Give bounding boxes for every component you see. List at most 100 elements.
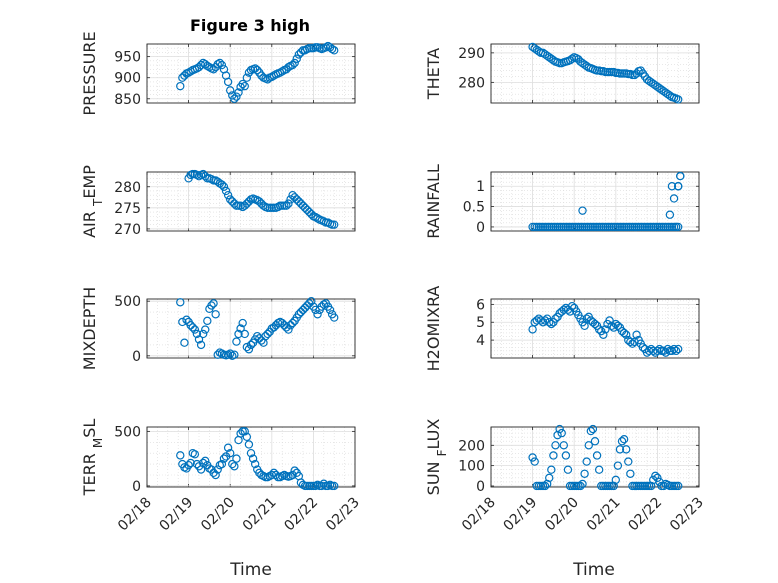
data-point xyxy=(540,316,550,325)
data-point xyxy=(180,71,189,80)
data-point xyxy=(178,73,187,82)
panel-pressure: 850 900 950 PRESSURE xyxy=(80,31,356,116)
data-point xyxy=(311,305,320,315)
axes-box xyxy=(490,43,700,104)
axes-box xyxy=(490,426,700,488)
data-point xyxy=(290,193,299,202)
x-tick-label: 02/21 xyxy=(584,495,624,535)
y-tick-label: 0 xyxy=(132,349,141,365)
data-point xyxy=(238,79,247,89)
data-point xyxy=(551,441,560,450)
data-point xyxy=(578,206,587,215)
data-point xyxy=(250,64,260,73)
data-point xyxy=(321,43,331,52)
data-point xyxy=(201,60,210,69)
y-tick-label: 4 xyxy=(476,333,485,349)
data-point xyxy=(528,42,537,52)
x-tick-label: 02/20 xyxy=(198,495,238,535)
data-point xyxy=(653,473,662,483)
data-point xyxy=(203,61,212,71)
y-tick-label: 290 xyxy=(458,46,485,62)
data-point xyxy=(198,169,208,179)
data-point xyxy=(582,457,591,466)
data-point xyxy=(223,443,233,452)
data-point xyxy=(225,86,235,95)
data-point xyxy=(286,195,295,204)
y-axis-label: THETA xyxy=(424,48,443,100)
data-point xyxy=(330,220,339,229)
data-point xyxy=(655,344,664,354)
data-point xyxy=(567,301,577,311)
data-point xyxy=(669,194,679,203)
data-point xyxy=(619,328,629,338)
data-point xyxy=(261,331,270,341)
data-point xyxy=(651,471,660,481)
data-point xyxy=(192,329,202,339)
data-point xyxy=(590,319,600,329)
data-point xyxy=(196,340,206,350)
data-point xyxy=(273,202,283,212)
data-point xyxy=(288,190,297,200)
data-point xyxy=(330,46,339,55)
data-point xyxy=(278,318,287,328)
data-point xyxy=(292,54,301,63)
data-point xyxy=(632,69,641,78)
data-point xyxy=(646,78,656,87)
x-axis-label-right: Time xyxy=(572,560,615,580)
data-point xyxy=(234,88,243,97)
data-point xyxy=(275,68,285,77)
data-point xyxy=(563,465,573,474)
data-point xyxy=(225,349,235,358)
data-point xyxy=(317,481,326,491)
data-point xyxy=(225,448,235,458)
data-point xyxy=(186,321,195,330)
axes-box xyxy=(146,298,356,359)
data-point xyxy=(246,340,256,350)
x-tick-label: 02/22 xyxy=(625,495,665,535)
data-point xyxy=(198,458,208,468)
data-point xyxy=(667,182,677,191)
data-point xyxy=(528,453,537,462)
data-point xyxy=(198,58,208,68)
data-point xyxy=(626,469,635,478)
data-point xyxy=(578,479,587,489)
data-point xyxy=(649,79,658,89)
data-point xyxy=(588,424,598,434)
x-tick-labels-right: 02/18 02/19 02/20 02/21 02/22 02/23 xyxy=(459,495,707,535)
y-axis-label: SUN FLUX xyxy=(424,419,449,496)
data-point xyxy=(228,197,237,206)
data-point xyxy=(248,454,258,463)
data-point xyxy=(644,76,654,86)
data-point xyxy=(213,350,222,359)
y-tick-label: 275 xyxy=(114,201,141,217)
figure-title: Figure 3 high xyxy=(190,16,310,35)
data-point xyxy=(674,344,683,354)
data-point xyxy=(669,344,679,354)
data-point xyxy=(557,428,566,438)
data-point xyxy=(638,343,648,352)
data-point xyxy=(549,451,558,460)
data-point xyxy=(300,303,310,312)
x-tick-label: 02/18 xyxy=(459,495,499,535)
data-point xyxy=(622,330,631,339)
y-axis-label: RAINFALL xyxy=(424,164,443,239)
data-point xyxy=(282,201,291,210)
data-point xyxy=(244,345,254,354)
data-point xyxy=(198,329,208,339)
data-point xyxy=(601,325,610,334)
data-point xyxy=(296,307,306,317)
y-tick-label: 500 xyxy=(114,294,141,310)
y-tick-label: 0.5 xyxy=(463,200,485,216)
data-point xyxy=(219,454,229,463)
data-point xyxy=(311,212,320,222)
data-point xyxy=(330,313,339,322)
data-point xyxy=(538,48,548,58)
data-point xyxy=(190,450,200,459)
data-point xyxy=(209,65,218,74)
data-point xyxy=(194,172,204,181)
data-point xyxy=(263,75,272,84)
panel-mixdepth: 0 500 MIXDEPTH xyxy=(80,287,356,370)
y-tick-label: 100 xyxy=(458,459,485,475)
data-point xyxy=(257,71,266,80)
data-point xyxy=(192,459,202,469)
